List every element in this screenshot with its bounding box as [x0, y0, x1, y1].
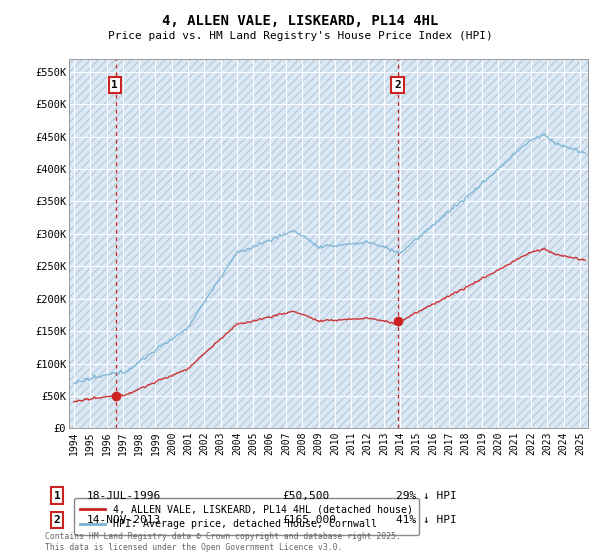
Text: 18-JUL-1996: 18-JUL-1996: [87, 491, 161, 501]
Text: £50,500: £50,500: [282, 491, 329, 501]
Text: Contains HM Land Registry data © Crown copyright and database right 2025.
This d: Contains HM Land Registry data © Crown c…: [45, 532, 401, 552]
Text: 41% ↓ HPI: 41% ↓ HPI: [396, 515, 457, 525]
Text: £165,000: £165,000: [282, 515, 336, 525]
Text: Price paid vs. HM Land Registry's House Price Index (HPI): Price paid vs. HM Land Registry's House …: [107, 31, 493, 41]
Text: 1: 1: [53, 491, 61, 501]
Text: 2: 2: [394, 80, 401, 90]
Text: 2: 2: [53, 515, 61, 525]
Legend: 4, ALLEN VALE, LISKEARD, PL14 4HL (detached house), HPI: Average price, detached: 4, ALLEN VALE, LISKEARD, PL14 4HL (detac…: [74, 498, 419, 535]
Text: 4, ALLEN VALE, LISKEARD, PL14 4HL: 4, ALLEN VALE, LISKEARD, PL14 4HL: [162, 14, 438, 28]
Text: 29% ↓ HPI: 29% ↓ HPI: [396, 491, 457, 501]
Text: 1: 1: [112, 80, 118, 90]
Text: 14-NOV-2013: 14-NOV-2013: [87, 515, 161, 525]
